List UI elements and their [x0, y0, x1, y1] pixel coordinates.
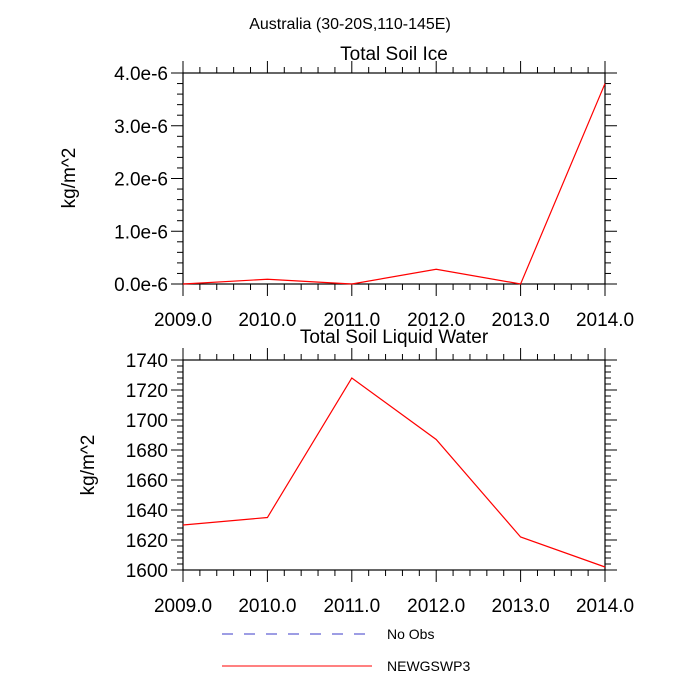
legend-label: No Obs: [387, 626, 434, 642]
y-tick-label: 1720: [126, 381, 168, 402]
y-tick-label: 1.0e-6: [114, 222, 168, 243]
plot-frame: [182, 72, 606, 285]
x-tick-label: 2009.0: [154, 596, 212, 617]
plot-frame: [182, 359, 606, 571]
legend-item: No Obs: [222, 626, 434, 642]
x-tick-label: 2012.0: [407, 310, 465, 331]
x-tick-label: 2011.0: [323, 596, 380, 617]
x-tick-label: 2009.0: [154, 310, 212, 331]
x-tick-label: 2014.0: [576, 310, 634, 331]
x-tick-label: 2011.0: [323, 310, 380, 331]
y-axis-label: kg/m^2: [78, 435, 99, 496]
x-tick-label: 2013.0: [492, 596, 550, 617]
legend: No Obs NEWGSWP3: [222, 626, 470, 674]
y-tick-label: 3.0e-6: [114, 117, 168, 138]
y-tick-label: 1620: [126, 531, 168, 552]
y-tick-label: 4.0e-6: [114, 64, 168, 85]
y-tick-label: 1680: [126, 441, 168, 462]
y-tick-label: 2.0e-6: [114, 170, 168, 191]
y-tick-label: 1700: [126, 411, 168, 432]
y-tick-label: 1660: [126, 471, 168, 492]
y-tick-label: 1640: [126, 501, 168, 522]
series-line: [182, 83, 606, 285]
series-line: [182, 377, 606, 568]
figure-suptitle: Australia (30-20S,110-145E): [249, 16, 451, 33]
x-tick-label: 2013.0: [492, 310, 550, 331]
x-tick-label: 2010.0: [238, 310, 296, 331]
y-axis-label: kg/m^2: [59, 148, 80, 209]
chart-panels: Total Soil Ice kg/m^2 2009.0 2010.0 2011.0 20…: [59, 44, 634, 617]
chart-panel-1: Total Soil Ice kg/m^2 2009.0 2010.0 2011.0 20…: [59, 44, 634, 331]
x-tick-label: 2014.0: [576, 596, 634, 617]
y-tick-label: 1740: [126, 351, 168, 372]
x-tick-label: 2010.0: [238, 596, 296, 617]
legend-item: NEWGSWP3: [222, 658, 470, 674]
chart-title: Total Soil Ice: [340, 44, 448, 65]
legend-label: NEWGSWP3: [387, 658, 470, 674]
chart-panel-2: Total Soil Liquid Water kg/m^2 2009.0 2010.…: [78, 327, 634, 617]
y-tick-label: 1600: [126, 561, 168, 582]
chart-title: Total Soil Liquid Water: [300, 327, 489, 348]
x-tick-label: 2012.0: [407, 596, 465, 617]
y-tick-label: 0.0e-6: [114, 275, 168, 296]
